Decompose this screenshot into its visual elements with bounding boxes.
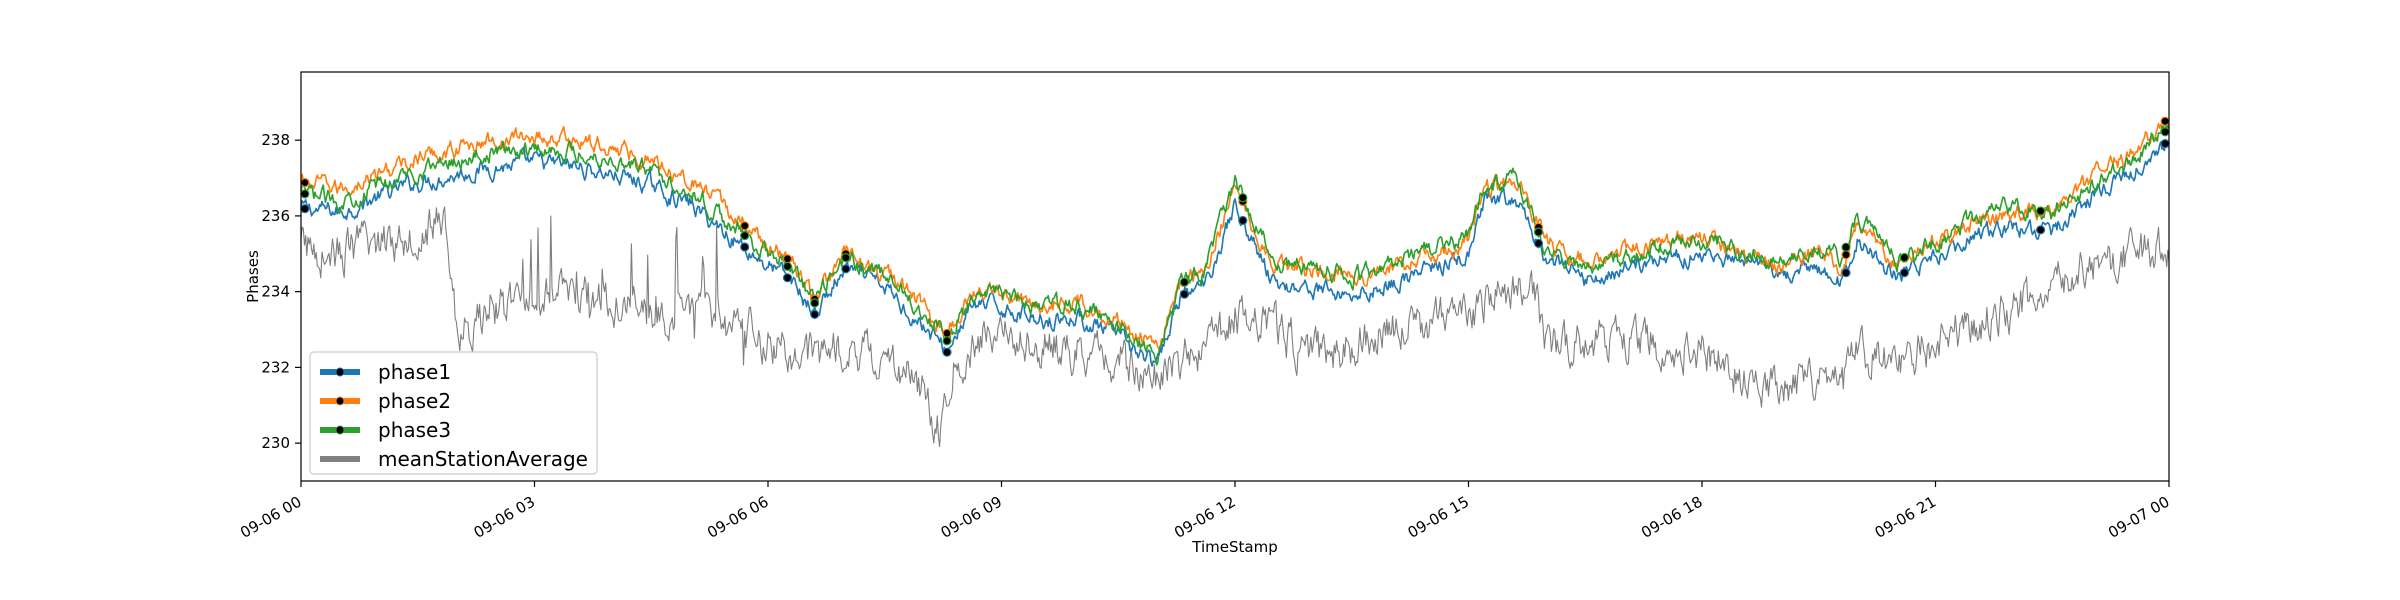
event-marker-phase1-1 <box>740 242 750 252</box>
series-layer <box>300 116 2170 448</box>
event-marker-phase2-0 <box>300 178 310 188</box>
legend-marker-phase3 <box>335 425 345 435</box>
event-marker-phase1-8 <box>1533 238 1544 248</box>
event-marker-phase3-1 <box>740 231 750 241</box>
legend-label-phase2: phase2 <box>378 389 451 413</box>
event-marker-phase2-5 <box>942 328 952 338</box>
event-marker-phase3-5 <box>942 336 952 346</box>
event-marker-phase2-9 <box>1841 250 1851 260</box>
event-marker-phase3-6 <box>1179 277 1190 287</box>
event-marker-phase1-3 <box>810 309 820 319</box>
series-line-phase2 <box>300 116 2170 350</box>
event-marker-phase2-1 <box>740 221 750 231</box>
event-marker-phase1-9 <box>1841 268 1851 278</box>
legend-box <box>309 351 598 475</box>
event-marker-phase3-8 <box>1533 227 1544 237</box>
event-marker-phase3-11 <box>2035 206 2046 216</box>
series-line-phase1 <box>300 141 2170 367</box>
legend: phase1 phase2 phase3 meanStationAverage <box>309 351 598 475</box>
legend-marker-phase2 <box>335 396 345 406</box>
event-marker-phase3-2 <box>782 261 793 271</box>
y-tick-label: 232 <box>261 358 290 376</box>
event-marker-phase1-5 <box>942 347 952 357</box>
legend-marker-phase1 <box>335 367 345 377</box>
series-line-phase3 <box>300 122 2170 366</box>
event-marker-phase2-2 <box>782 254 793 264</box>
legend-label-phase3: phase3 <box>378 418 451 442</box>
event-marker-phase1-2 <box>782 273 793 283</box>
legend-label-meanStationAverage: meanStationAverage <box>378 447 588 471</box>
y-tick-label: 234 <box>261 283 290 301</box>
event-marker-phase1-10 <box>1899 268 1910 278</box>
y-tick-label: 238 <box>261 131 290 149</box>
y-axis: 230 232 234 236 238 <box>261 131 301 452</box>
event-marker-phase2-12 <box>2160 116 2170 126</box>
series-line-meanStationAverage <box>300 206 2170 448</box>
event-marker-phase1-0 <box>300 204 310 214</box>
event-marker-phase3-10 <box>1899 253 1910 263</box>
event-marker-phase1-6 <box>1179 289 1190 299</box>
x-axis-title: TimeStamp <box>1191 538 1277 556</box>
event-marker-phase3-4 <box>841 253 851 263</box>
y-tick-label: 230 <box>261 434 290 452</box>
event-marker-phase1-12 <box>2160 139 2170 149</box>
legend-label-phase1: phase1 <box>378 360 451 384</box>
event-marker-phase3-9 <box>1841 242 1851 252</box>
event-marker-phase1-7 <box>1238 215 1248 226</box>
y-axis-title: Phases <box>244 250 262 303</box>
event-marker-phase3-12 <box>2160 127 2170 137</box>
event-marker-phase3-7 <box>1238 193 1248 203</box>
event-marker-phase3-3 <box>810 298 820 308</box>
event-marker-phase1-11 <box>2035 225 2046 235</box>
event-marker-phase1-4 <box>841 264 851 274</box>
event-marker-phase3-0 <box>300 189 310 199</box>
y-tick-label: 236 <box>261 207 290 225</box>
